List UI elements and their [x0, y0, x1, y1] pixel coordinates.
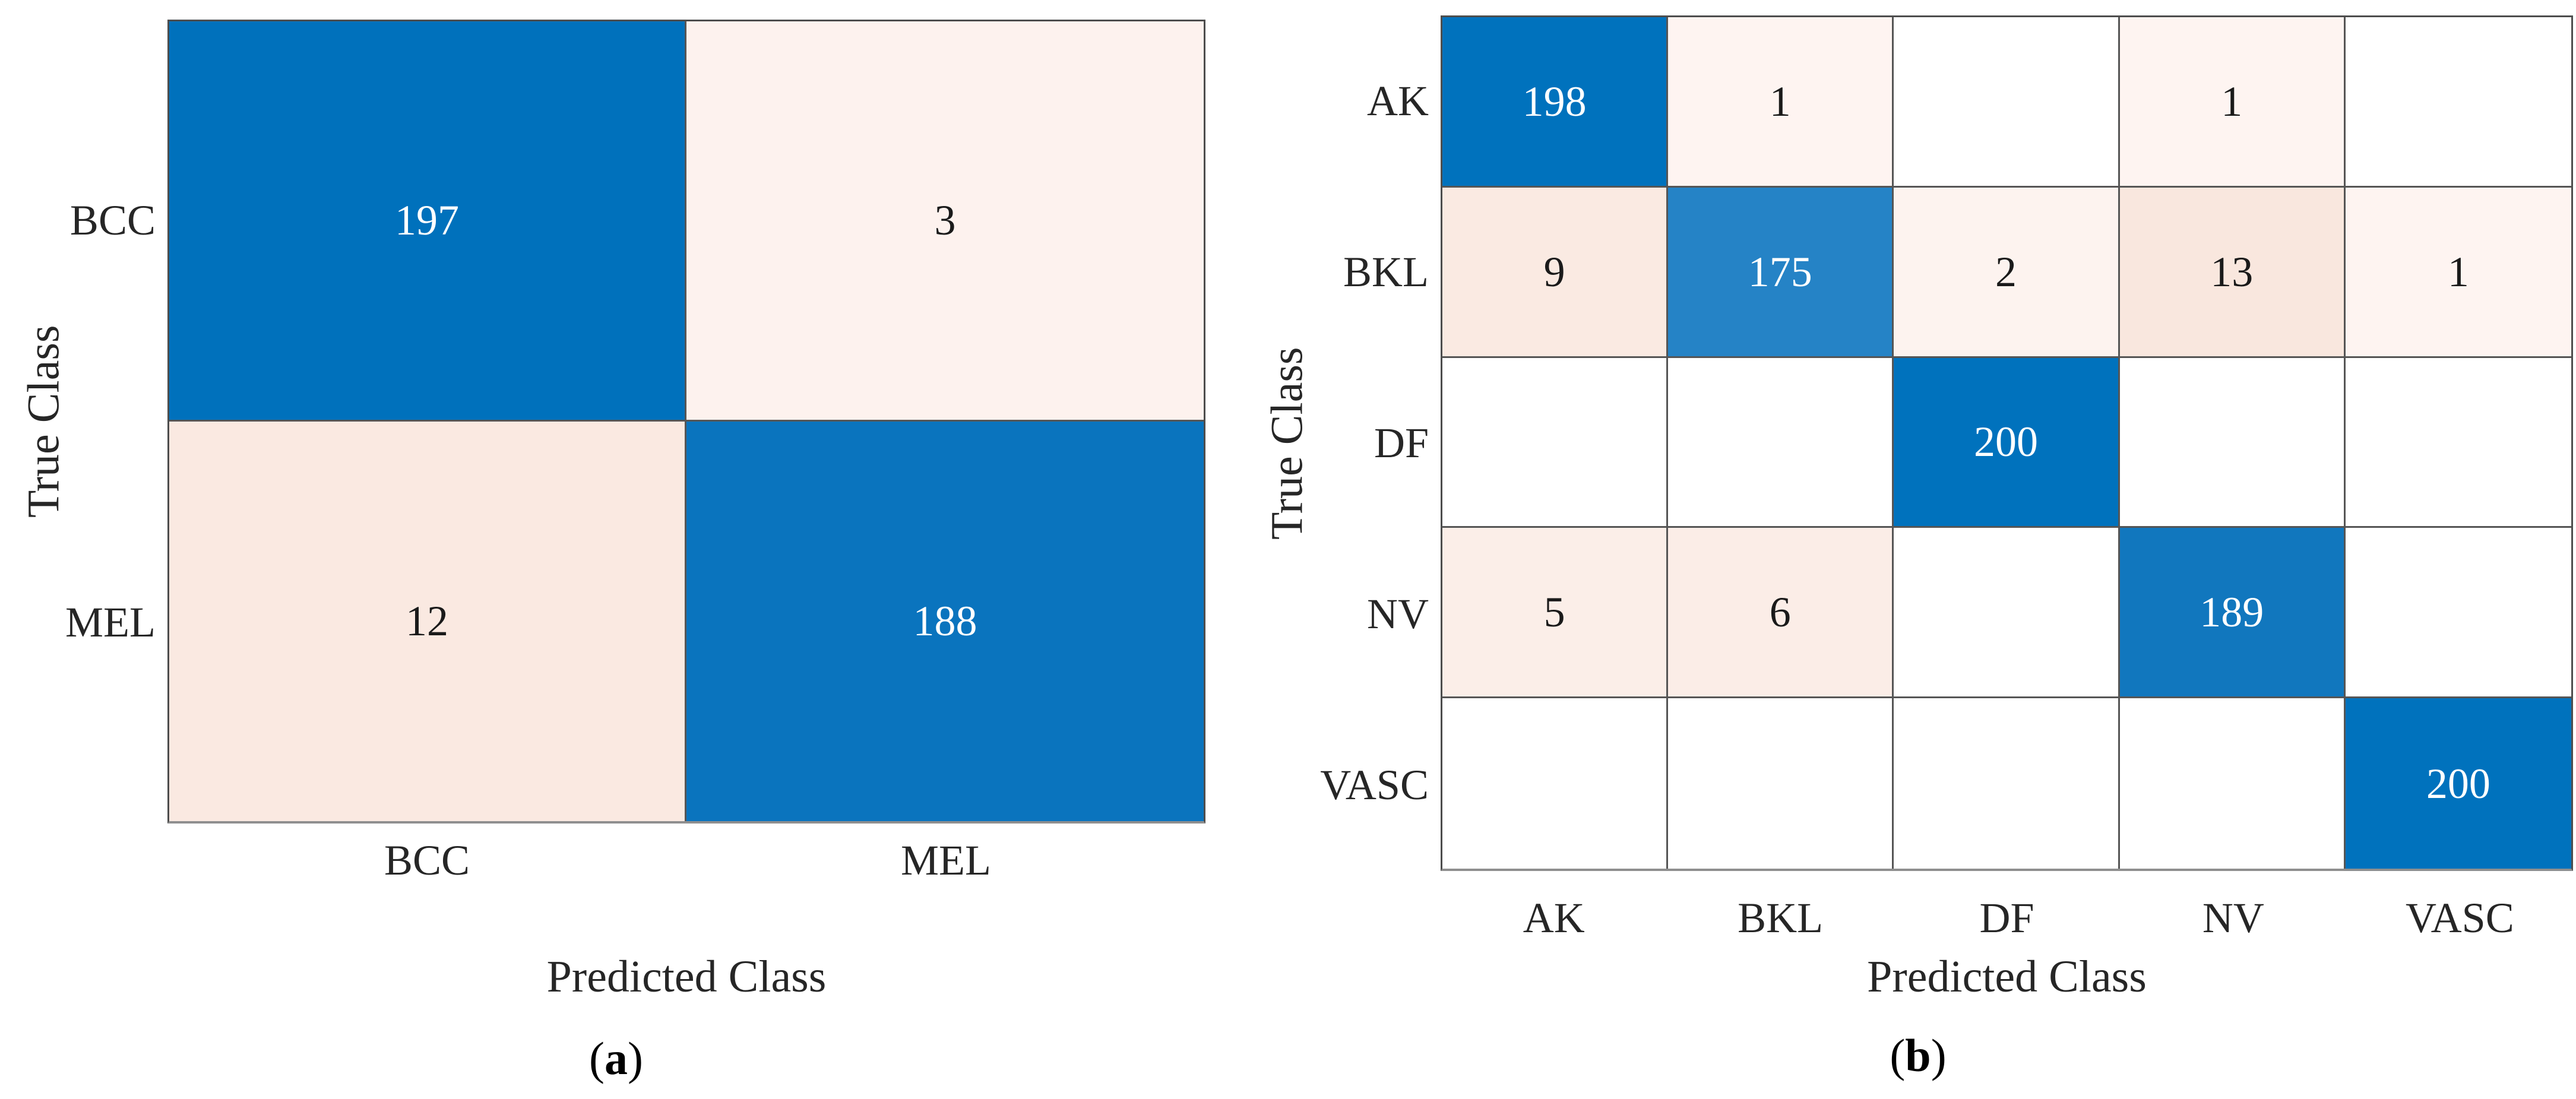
x-axis-label: Predicted Class: [546, 951, 827, 1002]
y-tick-label: MEL: [65, 598, 156, 646]
caption-paren-open: (: [589, 1033, 605, 1084]
matrix-cell: 13: [2119, 187, 2346, 358]
matrix-grid: 198 1 1 9 175 2 13 1 200 5 6 189 200: [1441, 15, 2573, 871]
x-axis-label: Predicted Class: [1867, 951, 2147, 1002]
matrix-cell: [2119, 357, 2346, 528]
panel-caption: (b): [1283, 1029, 2553, 1091]
caption-letter: a: [605, 1033, 628, 1084]
matrix-cell: [1894, 698, 2120, 869]
matrix-cell: 1: [1668, 17, 1894, 188]
matrix-cell: 5: [1442, 528, 1669, 699]
matrix-cell: 200: [2345, 698, 2571, 869]
x-tick-label: VASC: [2405, 894, 2514, 942]
x-tick-label: DF: [1979, 894, 2034, 942]
y-tick-label: BCC: [69, 197, 156, 244]
matrix-cell: 200: [1894, 357, 2120, 528]
x-tick-labels: AK BKL DF NV VASC: [1441, 894, 2573, 948]
matrix-cell: [2345, 357, 2571, 528]
caption-paren-close: ): [628, 1033, 643, 1084]
matrix-cell: 9: [1442, 187, 1669, 358]
x-tick-labels: BCC MEL: [167, 836, 1205, 891]
matrix-cell: 12: [169, 421, 686, 821]
matrix-cell: [1442, 357, 1669, 528]
caption-paren-open: (: [1890, 1030, 1906, 1081]
matrix-cell: 1: [2119, 17, 2346, 188]
matrix-cell: [2119, 698, 2346, 869]
matrix-cell: 175: [1668, 187, 1894, 358]
y-tick-label: VASC: [1320, 761, 1429, 809]
y-tick-label: NV: [1367, 590, 1429, 638]
matrix-cell: 189: [2119, 528, 2346, 699]
matrix-cell: [2345, 17, 2571, 188]
x-tick-label: BKL: [1738, 894, 1824, 942]
x-tick-label: AK: [1523, 894, 1585, 942]
x-tick-label: NV: [2202, 894, 2264, 942]
caption-letter: b: [1905, 1030, 1931, 1081]
matrix-cell: 1: [2345, 187, 2571, 358]
caption-paren-close: ): [1931, 1030, 1947, 1081]
matrix-cell: [1668, 357, 1894, 528]
matrix-cell: 188: [686, 421, 1204, 821]
y-tick-labels: BCC MEL: [53, 20, 156, 824]
matrix-cell: 198: [1442, 17, 1669, 188]
x-tick-label: MEL: [901, 837, 991, 884]
y-tick-labels: AK BKL DF NV VASC: [1311, 15, 1429, 871]
matrix-cell: [1894, 528, 2120, 699]
y-tick-label: BKL: [1343, 248, 1429, 296]
matrix-cell: 2: [1894, 187, 2120, 358]
x-tick-label: BCC: [384, 837, 470, 884]
matrix-cell: 6: [1668, 528, 1894, 699]
y-tick-label: AK: [1367, 77, 1429, 125]
y-tick-label: DF: [1374, 419, 1429, 467]
matrix-cell: [1442, 698, 1669, 869]
panel-caption: (a): [0, 1032, 1232, 1094]
matrix-cell: 3: [686, 21, 1204, 422]
matrix-cell: [2345, 528, 2571, 699]
matrix-cell: 197: [169, 21, 686, 422]
matrix-cell: [1668, 698, 1894, 869]
matrix-cell: [1894, 17, 2120, 188]
y-axis-label: True Class: [1262, 347, 1312, 540]
matrix-grid: 197 3 12 188: [167, 20, 1205, 824]
